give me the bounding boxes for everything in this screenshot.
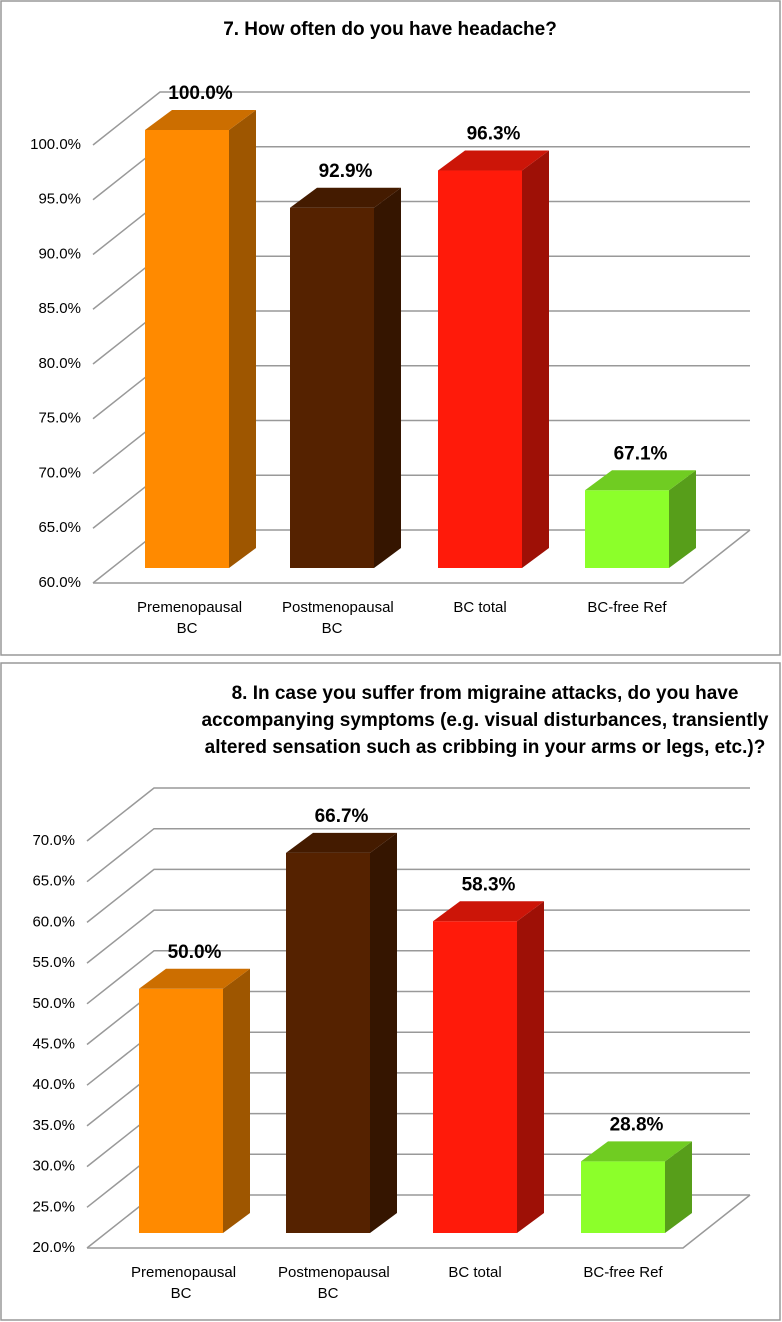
value-label: 100.0% — [168, 83, 233, 104]
x-tick-label: Postmenopausal BC — [282, 599, 394, 637]
bar — [145, 110, 256, 568]
floor — [87, 1194, 751, 1249]
grid-line — [86, 868, 750, 923]
bar-side — [522, 150, 549, 568]
value-label: 50.0% — [168, 942, 222, 963]
bar-side — [669, 470, 696, 568]
bar-top — [438, 150, 549, 171]
bar-top — [286, 832, 397, 853]
bar-top — [585, 470, 696, 491]
chart-title: 8. In case you suffer from migraine atta… — [201, 683, 769, 758]
y-tick-label: 65.0% — [38, 519, 81, 536]
bar — [438, 150, 549, 568]
bar-top — [145, 110, 256, 130]
y-tick-label: 60.0% — [38, 574, 81, 591]
bar — [286, 832, 397, 1233]
bar — [290, 187, 401, 568]
bar-side — [370, 832, 397, 1233]
bar-front — [145, 130, 229, 568]
grid-line — [92, 91, 750, 146]
value-label: 96.3% — [467, 124, 521, 145]
x-tick-label: Postmenopausal BC — [278, 1264, 390, 1302]
x-tick-label: BC total — [453, 599, 507, 616]
x-tick-label: BC-free Ref — [587, 599, 667, 616]
bar-top — [581, 1141, 692, 1162]
y-tick-label: 75.0% — [38, 410, 81, 427]
bar-side — [223, 968, 250, 1233]
y-tick-label: 95.0% — [38, 191, 81, 208]
y-tick-label: 65.0% — [32, 873, 75, 890]
bar — [585, 470, 696, 568]
floor — [93, 529, 751, 584]
bar-front — [585, 490, 669, 568]
y-tick-label: 100.0% — [30, 136, 81, 153]
value-label: 92.9% — [319, 161, 373, 182]
y-tick-label: 50.0% — [32, 995, 75, 1012]
bar-side — [517, 901, 544, 1233]
x-tick-label: BC-free Ref — [583, 1264, 663, 1281]
panel — [0, 0, 781, 656]
bar — [433, 901, 544, 1233]
y-tick-label: 60.0% — [32, 913, 75, 930]
bar-top — [433, 901, 544, 922]
grid-line — [86, 787, 750, 842]
chart-title: 7. How often do you have headache? — [223, 19, 557, 40]
bar-front — [438, 170, 522, 568]
bar-front — [581, 1161, 665, 1233]
value-label: 67.1% — [614, 443, 668, 464]
value-label: 58.3% — [462, 874, 516, 895]
bar-side — [665, 1141, 692, 1233]
panel — [0, 662, 781, 1321]
bar — [581, 1141, 692, 1233]
grid-line — [86, 950, 750, 1005]
y-tick-label: 55.0% — [32, 954, 75, 971]
y-tick-label: 35.0% — [32, 1117, 75, 1134]
bar-front — [290, 207, 374, 568]
y-tick-label: 80.0% — [38, 355, 81, 372]
y-tick-label: 40.0% — [32, 1076, 75, 1093]
bar-top — [139, 968, 250, 989]
y-tick-label: 30.0% — [32, 1158, 75, 1175]
y-tick-label: 70.0% — [38, 464, 81, 481]
bar-side — [374, 187, 401, 568]
y-tick-label: 45.0% — [32, 1035, 75, 1052]
x-tick-label: Premenopausal BC — [137, 599, 243, 637]
x-tick-label: BC total — [448, 1264, 502, 1281]
bar-side — [229, 110, 256, 568]
bar-front — [433, 921, 517, 1233]
value-label: 28.8% — [610, 1114, 664, 1135]
y-tick-label: 25.0% — [32, 1198, 75, 1215]
bar-front — [286, 852, 370, 1233]
grid-line — [86, 909, 750, 964]
x-tick-label: Premenopausal BC — [131, 1264, 237, 1302]
y-tick-label: 90.0% — [38, 245, 81, 262]
value-label: 66.7% — [315, 806, 369, 827]
grid-line — [86, 827, 750, 883]
y-tick-label: 20.0% — [32, 1239, 75, 1256]
bar-top — [290, 187, 401, 208]
bar-front — [139, 988, 223, 1233]
bar — [139, 968, 250, 1233]
y-tick-label: 70.0% — [32, 832, 75, 849]
y-tick-label: 85.0% — [38, 300, 81, 317]
